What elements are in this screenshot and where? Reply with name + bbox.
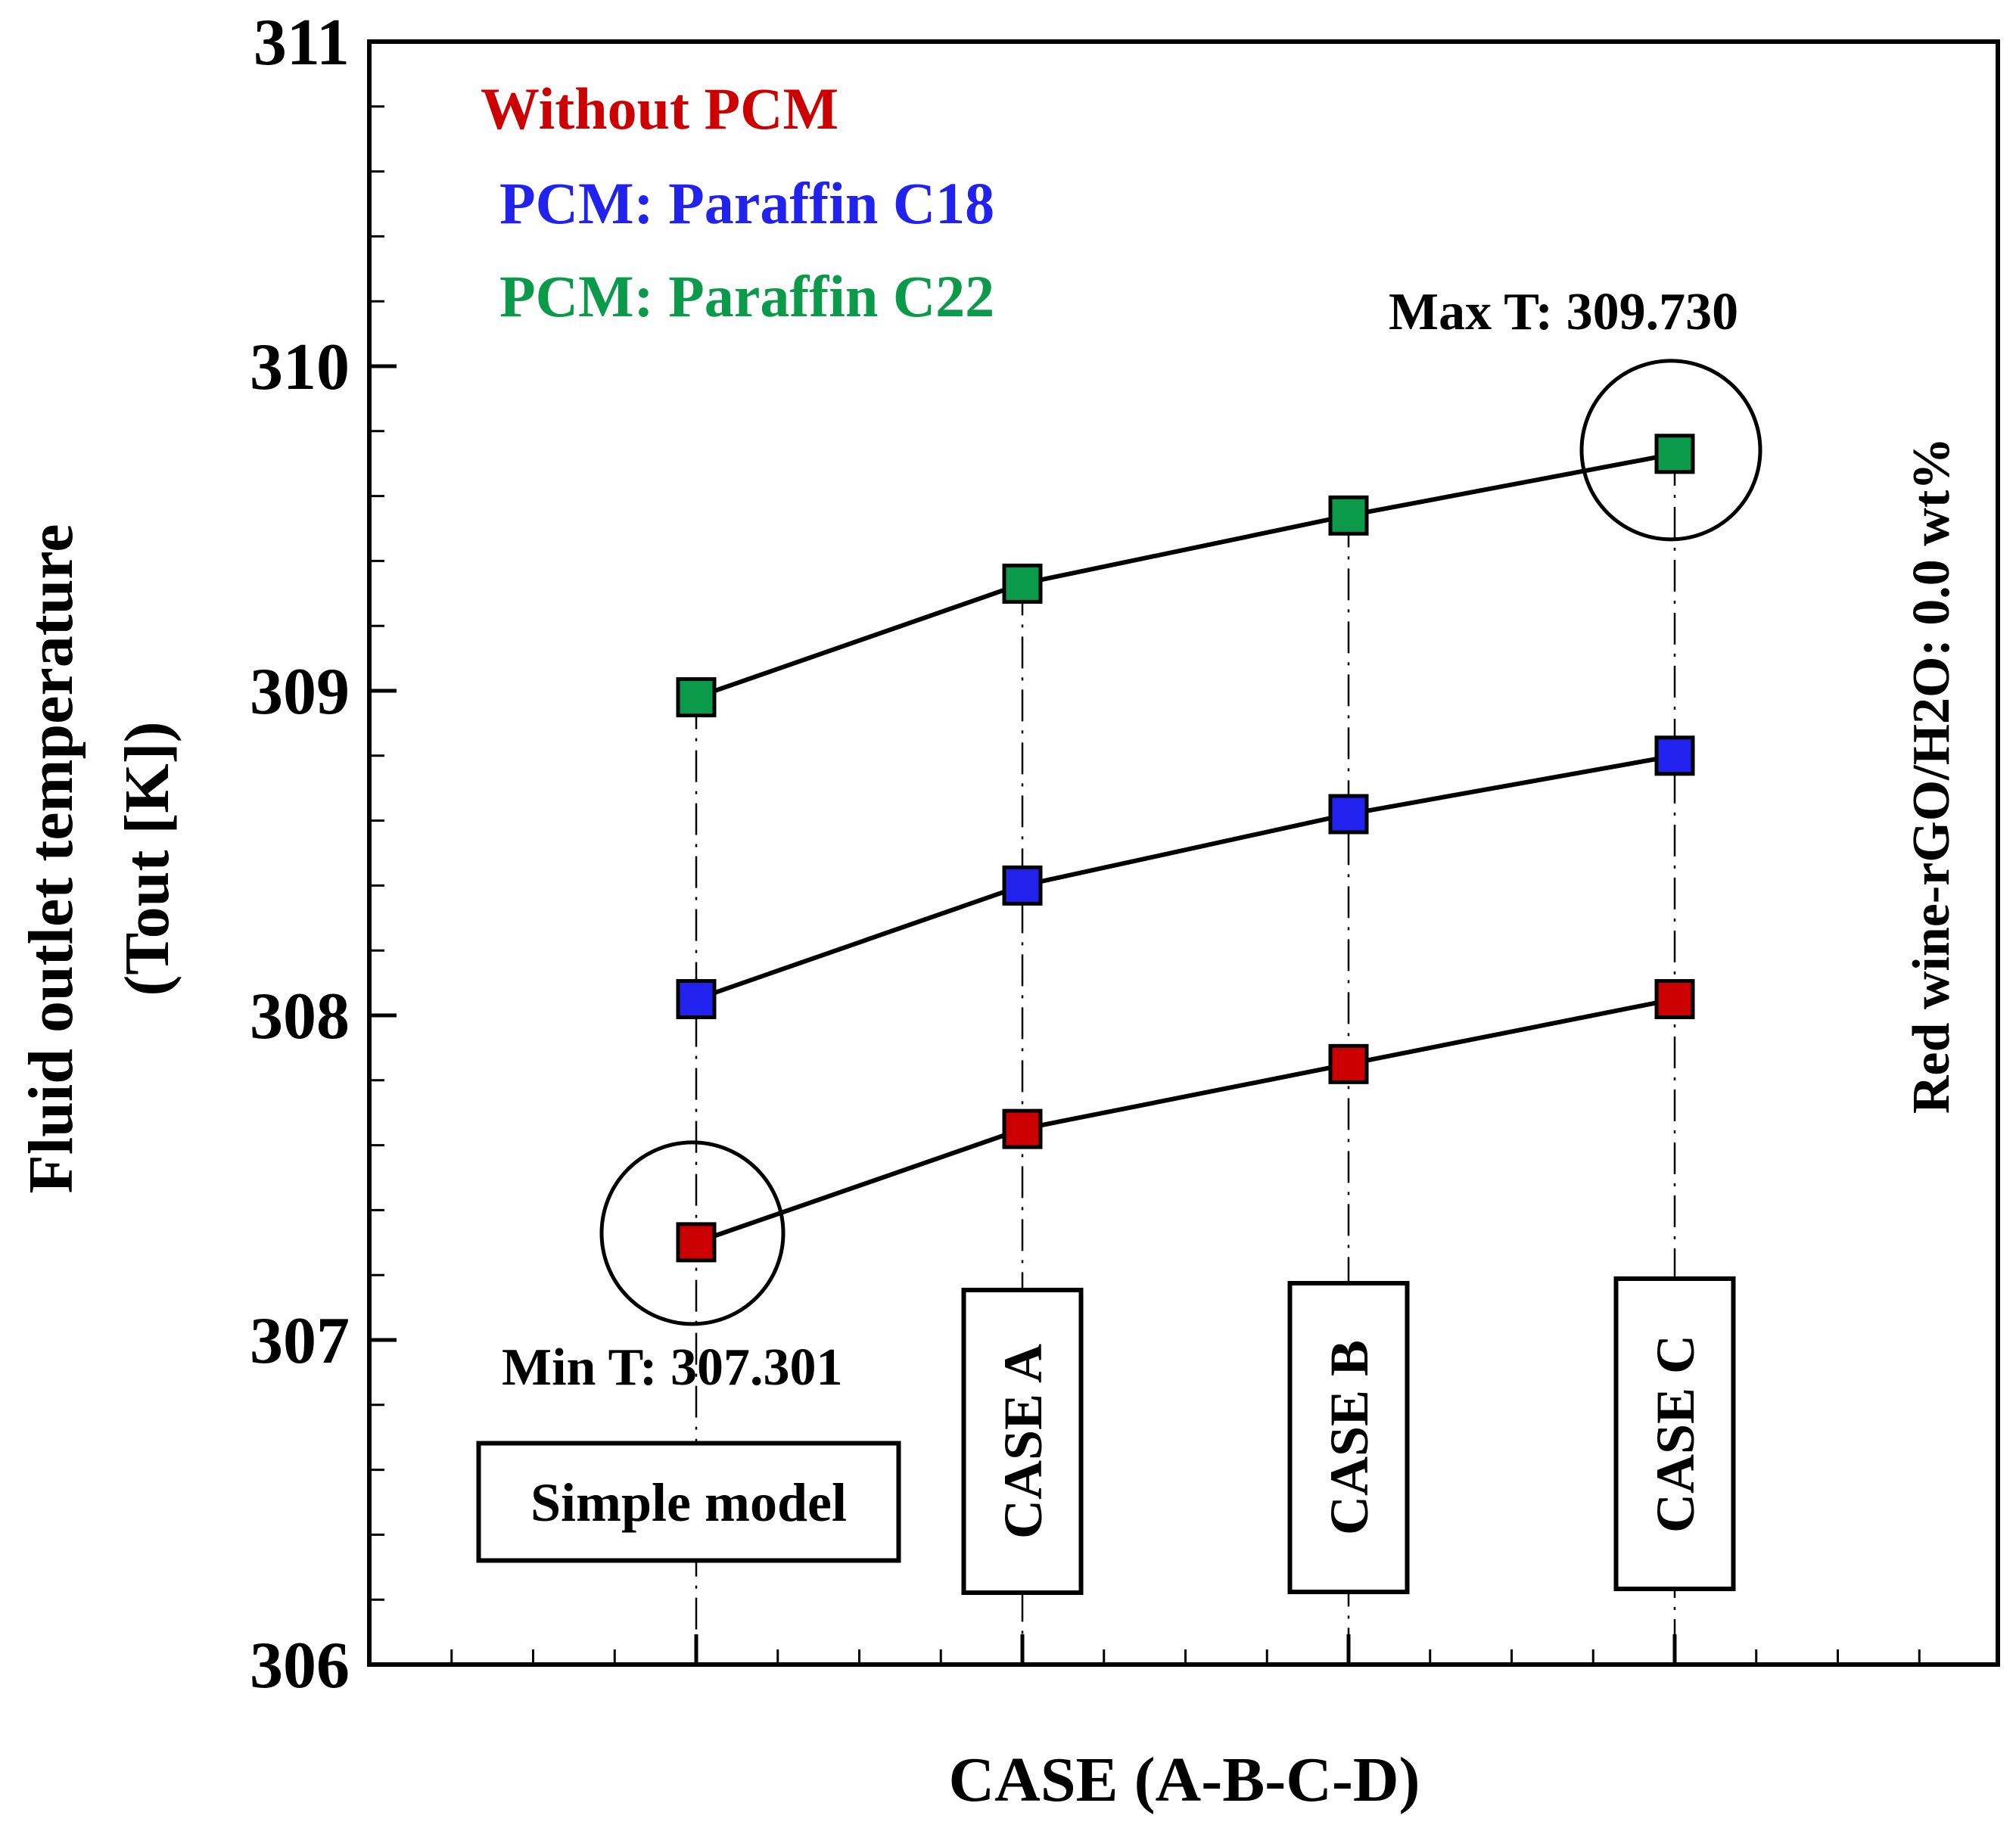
series-line	[695, 451, 1675, 700]
y-tick-label: 310	[250, 331, 350, 404]
case-label: CASE A	[993, 1344, 1053, 1539]
case-label: CASE C	[1645, 1335, 1706, 1533]
data-point	[676, 677, 717, 718]
plot-frame	[367, 39, 2000, 1667]
series-line	[695, 753, 1675, 1002]
max-temp-annotation: Max T: 309.730	[1389, 283, 1738, 341]
case-label-box	[476, 1441, 901, 1563]
legend-item-without-pcm: Without PCM	[481, 76, 838, 141]
y-tick-label: 311	[254, 6, 350, 79]
y-tick-label: 309	[250, 655, 350, 729]
case-label-box	[961, 1288, 1084, 1595]
y-axis-title-line1: Fluid outlet temperature	[16, 524, 86, 1194]
legend-item-paraffin-c18: PCM: Paraffin C18	[499, 170, 994, 236]
data-point	[1002, 563, 1043, 604]
min-temp-annotation: Min T: 307.301	[502, 1338, 843, 1397]
y-tick-label: 306	[250, 1629, 350, 1702]
y-tick-label: 308	[250, 980, 350, 1053]
series-line	[695, 996, 1675, 1245]
case-label-box	[1287, 1281, 1410, 1594]
data-point	[1328, 794, 1369, 835]
data-point	[676, 979, 717, 1020]
data-point	[1328, 1043, 1369, 1084]
data-point	[1654, 735, 1695, 776]
data-point	[676, 1222, 717, 1263]
data-point	[1328, 495, 1369, 536]
case-label-box	[1613, 1276, 1736, 1591]
y-axis-title-line2: (Tout [K])	[112, 721, 182, 996]
data-point	[1002, 865, 1043, 906]
x-axis-title: CASE (A-B-C-D)	[949, 1745, 1420, 1815]
max-highlight-circle	[1579, 359, 1762, 542]
min-highlight-circle	[599, 1140, 786, 1326]
side-label: Red wine-rGO/H2O: 0.0 wt%	[1902, 437, 1961, 1114]
data-point	[1654, 979, 1695, 1020]
y-tick-label: 307	[250, 1304, 350, 1378]
data-point	[1654, 434, 1695, 474]
case-label: CASE B	[1319, 1340, 1380, 1535]
data-point	[1002, 1108, 1043, 1149]
legend-item-paraffin-c22: PCM: Paraffin C22	[499, 263, 994, 329]
case-label: Simple model	[530, 1472, 847, 1533]
